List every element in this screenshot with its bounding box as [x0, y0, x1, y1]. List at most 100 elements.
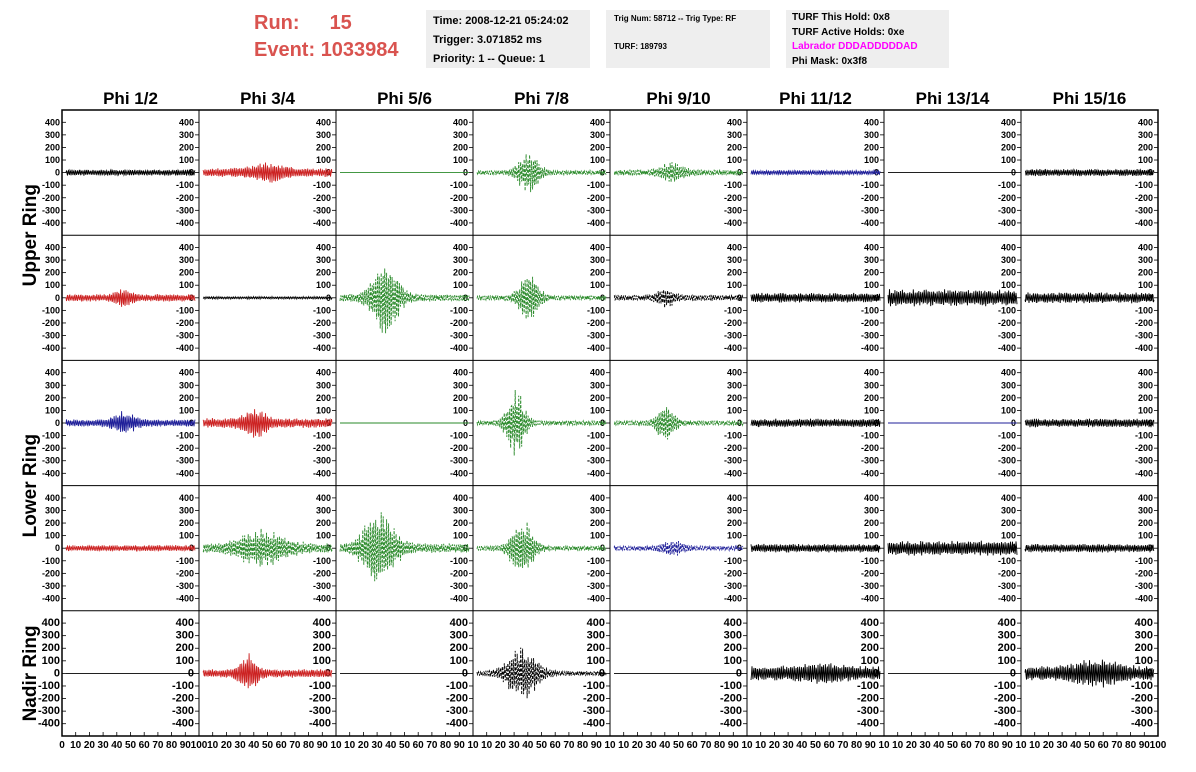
y-tick-label: -300	[450, 581, 468, 591]
y-tick-label: -300	[724, 331, 742, 341]
y-tick-label: 100	[313, 655, 331, 667]
y-tick-label: -100	[998, 431, 1016, 441]
y-tick-label: -100	[994, 680, 1016, 692]
y-tick-label: 400	[179, 493, 194, 503]
y-tick-label: 100	[864, 531, 879, 541]
y-tick-label: 300	[179, 380, 194, 390]
column-title: Phi 13/14	[916, 89, 990, 108]
x-tick-label: 90	[317, 740, 329, 751]
y-tick-label: -100	[587, 305, 605, 315]
event-value: 1033984	[320, 39, 399, 61]
y-tick-label: 300	[1135, 630, 1153, 642]
y-tick-label: -300	[176, 581, 194, 591]
y-tick-label: 100	[724, 655, 742, 667]
waveform-series	[339, 268, 470, 334]
y-tick-label: 100	[450, 655, 468, 667]
x-tick-label: 100	[191, 740, 208, 751]
y-tick-label: -100	[446, 680, 468, 692]
x-tick-label: 50	[810, 740, 822, 751]
y-tick-label: 200	[453, 142, 468, 152]
y-tick-label: -400	[724, 218, 742, 228]
y-tick-label: 400	[1138, 368, 1153, 378]
y-tick-label: 300	[1138, 255, 1153, 265]
y-tick-label: 200	[316, 142, 331, 152]
y-tick-label: -400	[313, 594, 331, 604]
y-tick-label: 200	[1001, 518, 1016, 528]
waveform-series	[65, 168, 196, 177]
y-tick-label: 300	[313, 630, 331, 642]
waveform-series	[1024, 168, 1155, 177]
y-tick-label: 200	[590, 142, 605, 152]
x-tick-label: 40	[385, 740, 397, 751]
y-tick-label: -400	[42, 343, 60, 353]
y-tick-label: 200	[1135, 642, 1153, 654]
y-tick-label: 300	[590, 255, 605, 265]
y-tick-label: -300	[994, 705, 1016, 717]
y-tick-label: 400	[45, 368, 60, 378]
x-tick-label: 40	[1070, 740, 1082, 751]
y-tick-label: -100	[42, 556, 60, 566]
x-tick-label: 30	[1057, 740, 1069, 751]
turf-info-box: TURF This Hold: 0x8 TURF Active Holds: 0…	[786, 10, 949, 68]
y-tick-label: 100	[1001, 531, 1016, 541]
y-tick-label: -200	[42, 568, 60, 578]
x-tick-label: 50	[262, 740, 274, 751]
y-tick-label: -400	[450, 343, 468, 353]
y-tick-label: -200	[857, 693, 879, 705]
y-tick-label: 100	[864, 155, 879, 165]
y-tick-label: 300	[45, 380, 60, 390]
y-tick-label: 400	[864, 117, 879, 127]
y-tick-label: 200	[453, 518, 468, 528]
x-tick-label: 20	[495, 740, 507, 751]
y-tick-label: 100	[45, 405, 60, 415]
y-tick-label: -100	[587, 431, 605, 441]
y-tick-label: -400	[587, 468, 605, 478]
y-tick-label: -100	[313, 180, 331, 190]
waveform-series	[750, 663, 881, 684]
y-tick-label: 100	[45, 280, 60, 290]
y-tick-label: -400	[450, 468, 468, 478]
x-tick-label: 70	[426, 740, 438, 751]
y-tick-label: -400	[313, 218, 331, 228]
y-tick-label: 400	[590, 368, 605, 378]
y-tick-label: 400	[45, 242, 60, 252]
y-tick-label: -300	[309, 705, 331, 717]
x-tick-label: 10	[467, 740, 479, 751]
y-tick-label: -200	[42, 193, 60, 203]
waveform-series	[476, 154, 607, 193]
y-tick-label: 400	[724, 617, 742, 629]
waveform-series	[202, 162, 333, 183]
x-tick-label: 60	[413, 740, 425, 751]
y-tick-label: 200	[179, 142, 194, 152]
y-tick-label: -200	[450, 568, 468, 578]
y-tick-label: 400	[864, 368, 879, 378]
y-tick-label: -400	[42, 594, 60, 604]
y-tick-label: -300	[1131, 705, 1153, 717]
y-tick-label: 400	[453, 242, 468, 252]
waveform-series	[613, 407, 744, 440]
y-tick-label: 400	[998, 617, 1016, 629]
x-tick-label: 90	[728, 740, 740, 751]
waveform-series	[339, 512, 470, 582]
y-tick-label: -300	[1135, 331, 1153, 341]
waveform-series	[476, 521, 607, 569]
y-tick-label: 100	[727, 405, 742, 415]
y-tick-label: -400	[176, 468, 194, 478]
y-tick-label: -300	[587, 205, 605, 215]
x-tick-label: 40	[933, 740, 945, 751]
y-tick-label: 100	[727, 531, 742, 541]
y-tick-label: -200	[1135, 443, 1153, 453]
y-tick-label: 100	[453, 531, 468, 541]
x-tick-label: 80	[440, 740, 452, 751]
y-tick-label: -300	[998, 205, 1016, 215]
y-tick-label: -100	[42, 180, 60, 190]
y-tick-label: -400	[1131, 718, 1153, 730]
y-tick-label: 100	[1138, 405, 1153, 415]
y-tick-label: -400	[861, 468, 879, 478]
y-tick-label: 300	[724, 630, 742, 642]
y-tick-label: 300	[453, 380, 468, 390]
y-tick-label: -300	[724, 456, 742, 466]
y-tick-label: 0	[55, 418, 60, 428]
y-tick-label: -400	[724, 343, 742, 353]
y-tick-label: -400	[998, 343, 1016, 353]
